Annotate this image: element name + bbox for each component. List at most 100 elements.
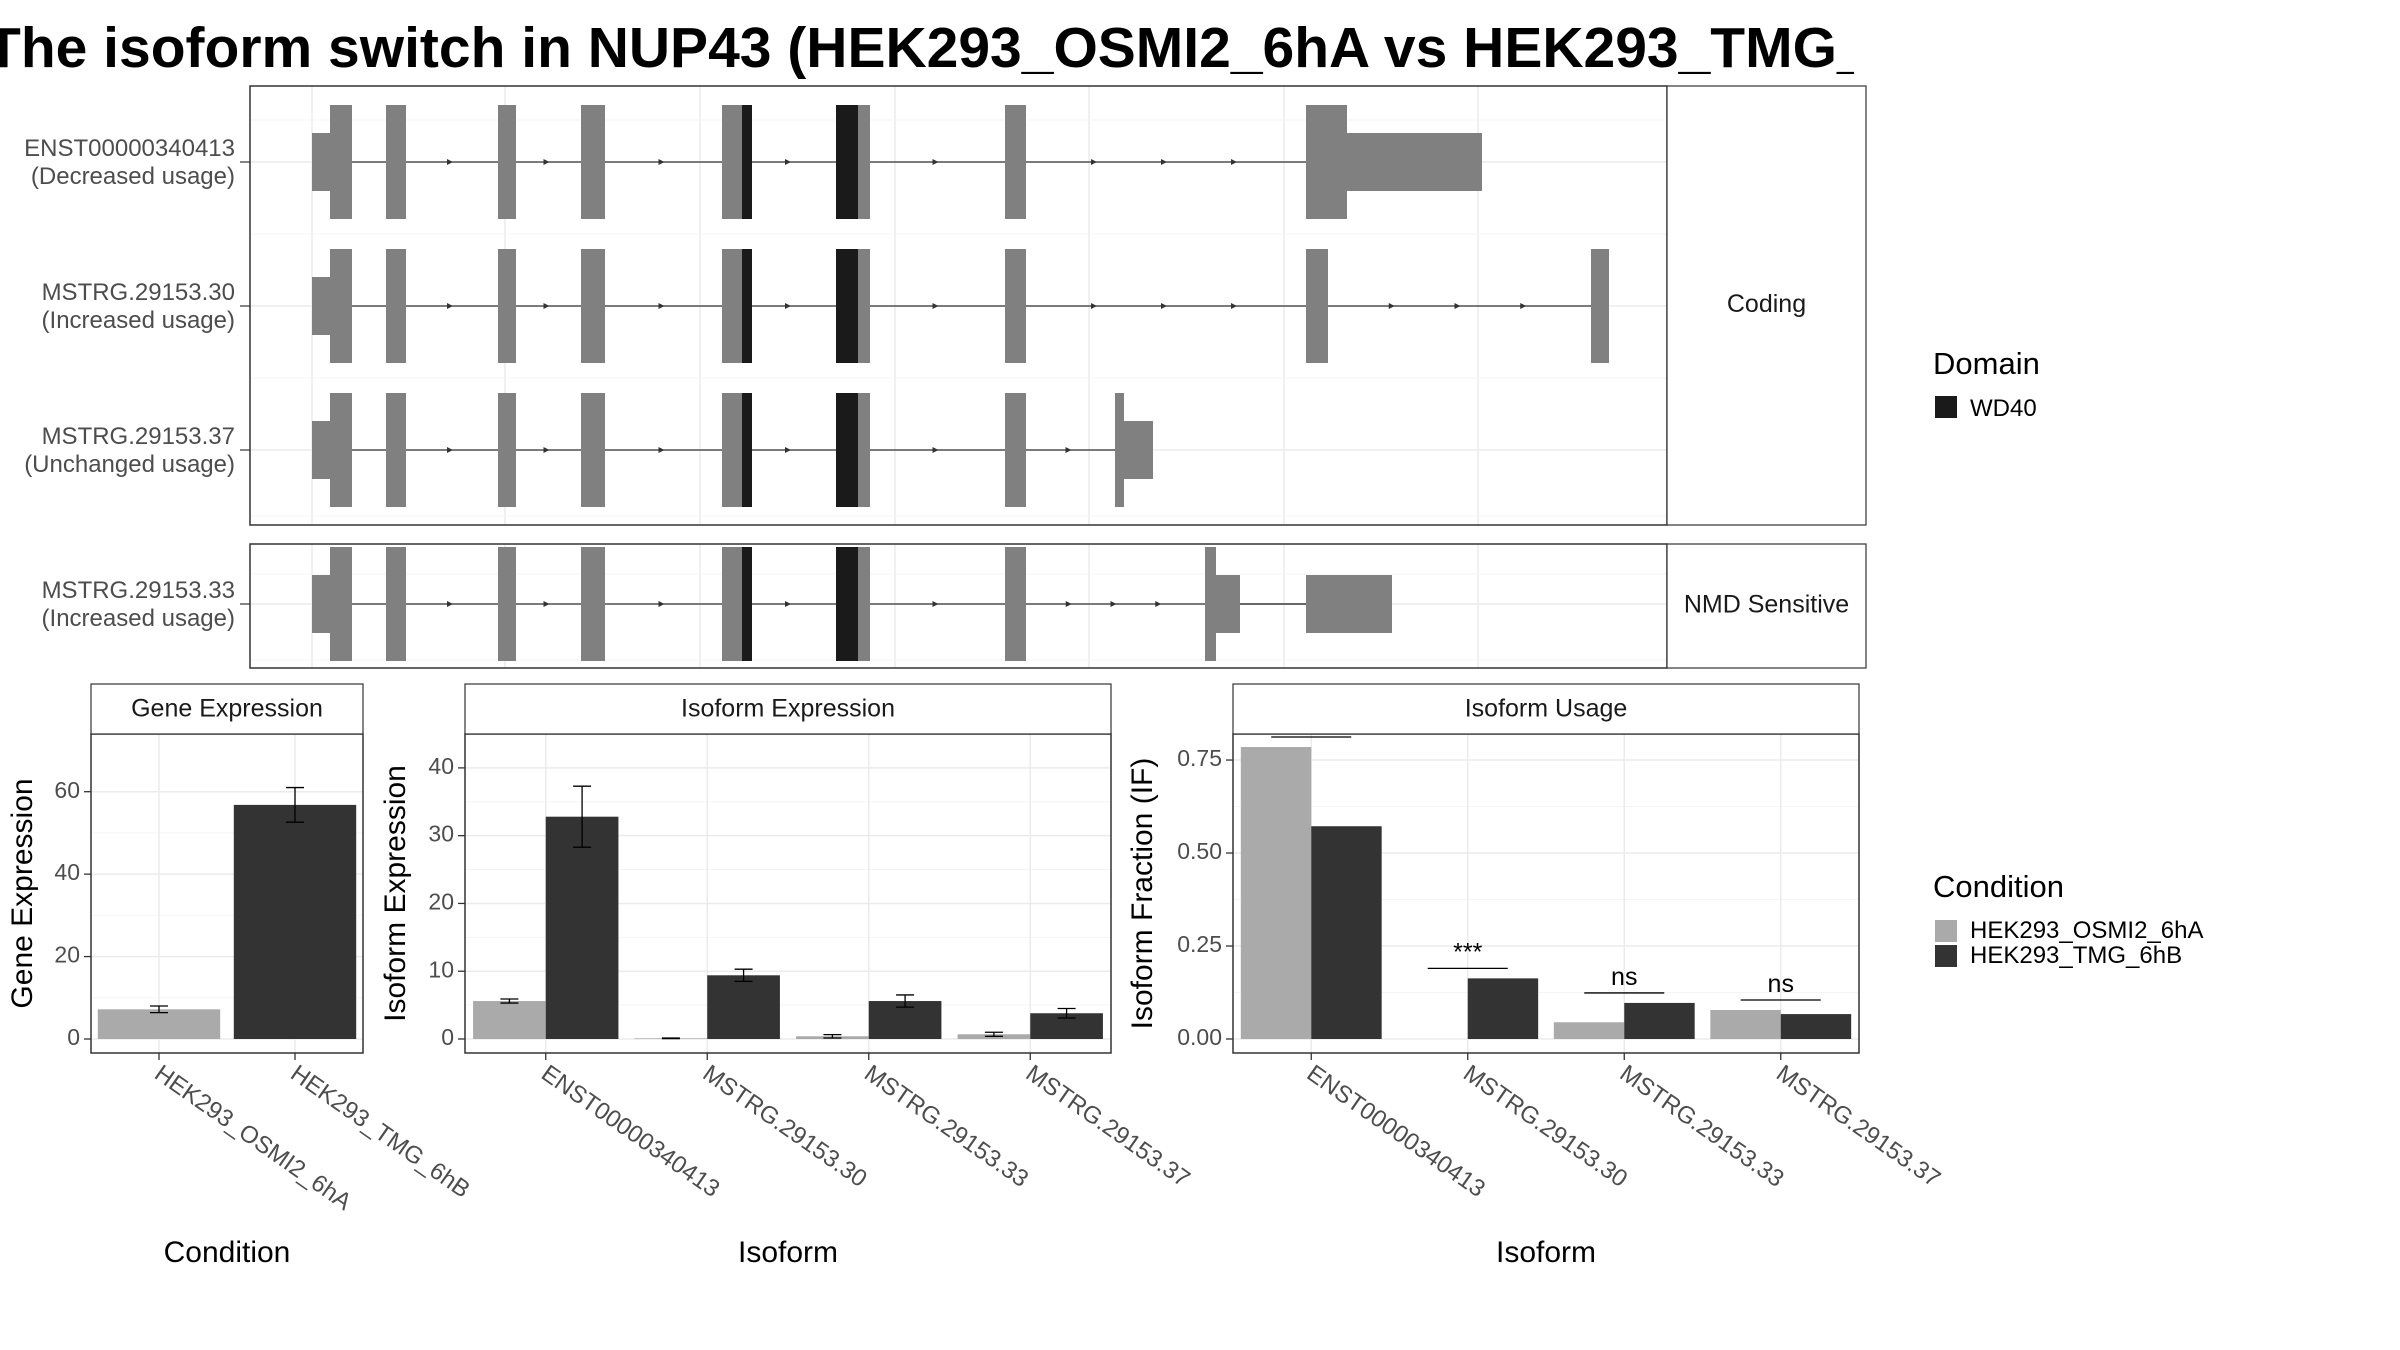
domain-legend-title: Domain (1933, 346, 2040, 381)
transcript-usage-label: (Increased usage) (42, 307, 235, 334)
intron-arrow (543, 601, 550, 607)
condition-legend-key-b (1935, 945, 1957, 967)
transcript-usage-label: (Increased usage) (42, 605, 235, 632)
exon (498, 547, 516, 661)
intron-arrow (447, 447, 453, 453)
intron-arrow (658, 159, 665, 165)
exon (1306, 249, 1328, 363)
x-tick-label: MSTRG.29153.30 (698, 1060, 872, 1193)
bar (545, 816, 619, 1039)
intron-arrow (447, 601, 453, 607)
condition-legend-title: Condition (1933, 869, 2064, 904)
exon (1591, 249, 1609, 363)
intron-arrow (785, 601, 791, 607)
intron-arrow (658, 601, 665, 607)
transcript-id-label: MSTRG.29153.37 (42, 423, 235, 450)
domain-legend-label: WD40 (1970, 395, 2037, 422)
exon (1205, 547, 1216, 661)
intron-arrow (785, 303, 791, 309)
exon (581, 105, 605, 219)
bar (1467, 978, 1539, 1039)
transcript-usage-label: (Unchanged usage) (24, 451, 235, 478)
significance-label: ns (1768, 970, 1794, 998)
exon (1005, 249, 1026, 363)
wd40-domain (742, 393, 752, 507)
y-tick-label: 0 (441, 1024, 454, 1050)
exon (330, 249, 352, 363)
exon (330, 547, 352, 661)
utr-5prime (312, 575, 330, 633)
exon (581, 393, 605, 507)
intron-arrow (1161, 159, 1167, 165)
y-tick-label: 0.75 (1177, 745, 1222, 771)
exon (1005, 105, 1026, 219)
exon (498, 105, 516, 219)
exon (386, 393, 406, 507)
transcript-id-label: MSTRG.29153.30 (42, 279, 235, 306)
condition-legend-key-a (1935, 920, 1957, 942)
facet-label-0: Coding (1727, 290, 1806, 318)
facet-label-1: NMD Sensitive (1684, 591, 1849, 619)
x-tick-label: MSTRG.29153.37 (1771, 1060, 1945, 1193)
x-tick-label: MSTRG.29153.37 (1021, 1060, 1195, 1193)
intron-arrow (1161, 303, 1167, 309)
exon (722, 249, 744, 363)
y-tick-label: 0.00 (1177, 1024, 1222, 1050)
utr-3prime (1216, 575, 1240, 633)
intron-arrow (1454, 303, 1461, 309)
intron-arrow (543, 159, 550, 165)
intron-arrow (658, 447, 665, 453)
utr-5prime (312, 133, 330, 191)
x-axis-title: Isoform (1496, 1236, 1596, 1269)
intron-arrow (543, 303, 550, 309)
x-tick-label: ENST00000340413 (536, 1060, 724, 1203)
y-tick-label: 20 (428, 889, 454, 915)
transcript-id-label: MSTRG.29153.33 (42, 577, 235, 604)
x-tick-label: MSTRG.29153.30 (1458, 1060, 1632, 1193)
panel-strip (1232, 683, 1860, 735)
wd40-domain (836, 105, 858, 219)
exon (1115, 393, 1124, 507)
utr-3prime (1306, 575, 1392, 633)
y-tick-label: 30 (428, 821, 454, 847)
intron-arrow (543, 447, 550, 453)
significance-label: *** (1453, 938, 1482, 966)
exon (330, 393, 352, 507)
structure-panel-bg (250, 544, 1667, 668)
exon (581, 547, 605, 661)
exon (498, 393, 516, 507)
intron-arrow (1388, 303, 1395, 309)
facet-strip (1666, 543, 1867, 669)
y-axis-title: Isoform Fraction (IF) (1126, 758, 1159, 1030)
exon (722, 393, 744, 507)
intron-arrow (1155, 601, 1162, 607)
utr-5prime (312, 421, 330, 479)
bar (1710, 1009, 1781, 1039)
bar (1624, 1002, 1695, 1039)
panel-title: Isoform Expression (681, 695, 895, 723)
exon (386, 105, 406, 219)
panel-strip (464, 683, 1112, 735)
bar (473, 1001, 546, 1039)
y-tick-label: 40 (428, 753, 454, 779)
wd40-domain (742, 249, 752, 363)
exon (386, 547, 406, 661)
intron-arrow (1110, 601, 1117, 607)
intron-arrow (932, 601, 939, 607)
intron-arrow (1091, 159, 1097, 165)
intron-arrow (1520, 303, 1527, 309)
y-tick-label: 10 (428, 956, 454, 982)
intron-arrow (932, 447, 939, 453)
x-axis-title: Condition (164, 1236, 291, 1269)
wd40-domain (836, 249, 858, 363)
intron-arrow (932, 159, 939, 165)
intron-arrow (785, 447, 791, 453)
exon (1306, 105, 1347, 219)
exon (1005, 393, 1026, 507)
intron-arrow (1091, 303, 1097, 309)
wd40-domain (836, 547, 858, 661)
y-tick-label: 0.50 (1177, 838, 1222, 864)
wd40-domain (836, 393, 858, 507)
utr-5prime (312, 277, 330, 335)
